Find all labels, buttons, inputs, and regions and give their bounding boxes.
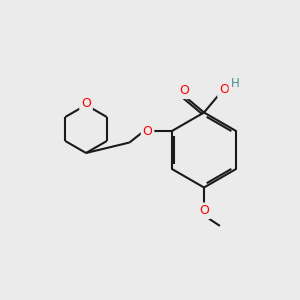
Text: O: O (142, 125, 152, 138)
Text: O: O (179, 84, 189, 97)
Text: O: O (81, 97, 91, 110)
Text: O: O (219, 83, 229, 97)
Text: O: O (199, 204, 209, 218)
Text: H: H (230, 77, 239, 91)
